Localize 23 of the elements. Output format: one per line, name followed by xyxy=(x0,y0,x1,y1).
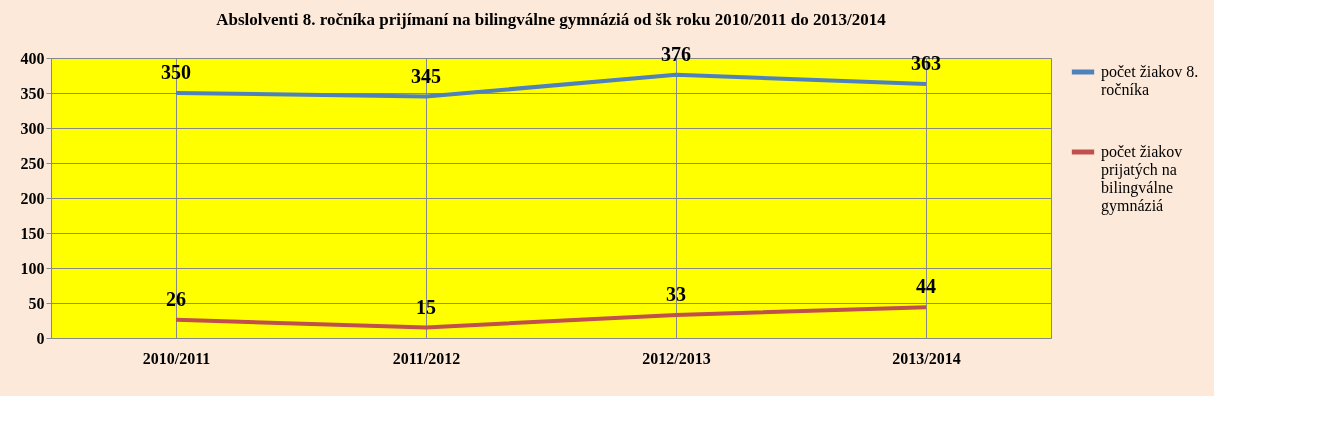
x-tick-label: 2012/2013 xyxy=(642,349,711,367)
data-label: 345 xyxy=(411,64,441,87)
y-tick-label: 400 xyxy=(20,49,45,67)
x-tick-label: 2011/2012 xyxy=(392,349,461,367)
chart-title: Abslolventi 8. ročníka prijímaní na bilingválne gymnáziá od šk roku 2010/2011 do 2013/2014 xyxy=(216,9,887,29)
data-label: 363 xyxy=(911,51,941,74)
data-label: 44 xyxy=(916,275,936,298)
x-tick-label: 2010/2011 xyxy=(142,349,211,367)
legend-label: počet žiakov 8. ročníka xyxy=(1101,63,1199,98)
data-label: 15 xyxy=(416,295,436,318)
y-tick-label: 50 xyxy=(28,294,45,312)
y-tick-label: 200 xyxy=(20,189,45,207)
y-tick-label: 300 xyxy=(20,119,45,137)
y-tick-label: 150 xyxy=(20,224,45,242)
y-tick-label: 0 xyxy=(36,329,45,347)
data-label: 26 xyxy=(166,287,186,310)
y-tick-label: 350 xyxy=(20,84,45,102)
data-label: 350 xyxy=(161,61,191,83)
data-label: 33 xyxy=(666,282,686,305)
legend-label: počet žiakov prijatých na bilingválne gymnáziá xyxy=(1101,143,1183,215)
x-tick-label: 2013/2014 xyxy=(892,349,961,367)
y-tick-label: 100 xyxy=(20,259,45,277)
y-tick-label: 250 xyxy=(20,154,45,172)
